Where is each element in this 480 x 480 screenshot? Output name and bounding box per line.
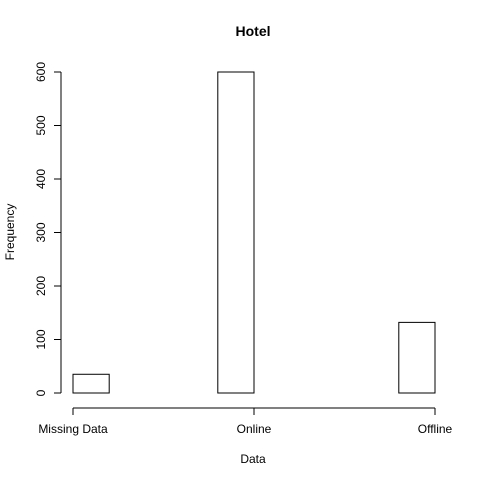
x-axis-label: Data (240, 452, 266, 466)
y-tick-label-200: 200 (34, 276, 48, 296)
y-tick-label-400: 400 (34, 169, 48, 189)
chart-title: Hotel (236, 23, 271, 39)
y-tick-label-100: 100 (34, 329, 48, 349)
y-tick-label-0: 0 (34, 389, 48, 396)
y-axis: 0 100 200 300 400 500 600 (34, 62, 62, 396)
x-tick-label-missing-data: Missing Data (38, 422, 108, 436)
y-tick-label-300: 300 (34, 222, 48, 242)
bars-group (72, 71, 436, 394)
bar-online (217, 71, 255, 394)
x-axis: Missing Data Online Offline (38, 407, 453, 436)
bar-missing-data (72, 373, 110, 394)
bar-offline (398, 321, 436, 394)
y-tick-label-600: 600 (34, 62, 48, 82)
y-axis-label: Frequency (3, 204, 17, 261)
x-tick-label-online: Online (237, 422, 272, 436)
y-tick-label-500: 500 (34, 115, 48, 135)
x-tick-label-offline: Offline (418, 422, 453, 436)
